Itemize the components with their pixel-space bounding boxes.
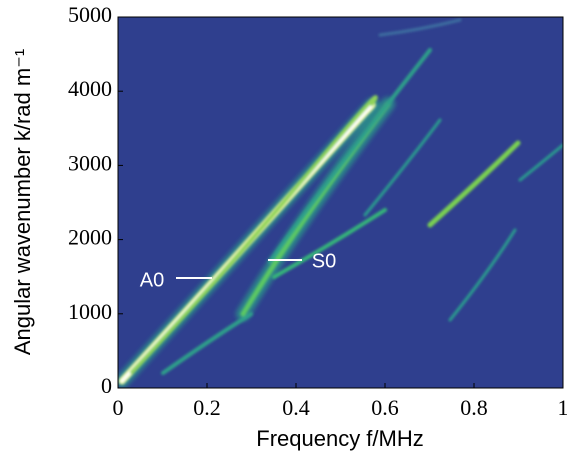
annotation: S0: [312, 250, 336, 272]
x-tick-label: 0.4: [282, 395, 310, 420]
y-tick-label: 0: [101, 373, 112, 398]
y-tick-label: 1000: [68, 299, 112, 324]
y-tick-label: 3000: [68, 150, 112, 175]
y-axis-label: Angular wavenumber k/rad m⁻¹: [10, 49, 35, 355]
x-axis-label: Frequency f/MHz: [256, 426, 424, 451]
x-tick-label: 1: [558, 395, 567, 420]
x-tick-label: 0: [113, 395, 124, 420]
y-tick-label: 4000: [68, 76, 112, 101]
y-tick-label: 2000: [68, 225, 112, 250]
x-tick-label: 0.6: [371, 395, 399, 420]
x-tick-label: 0.8: [460, 395, 488, 420]
x-tick-label: 0.2: [193, 395, 221, 420]
heatmap-background: [118, 17, 563, 388]
annotation: A0: [140, 269, 164, 291]
y-tick-label: 5000: [68, 2, 112, 27]
